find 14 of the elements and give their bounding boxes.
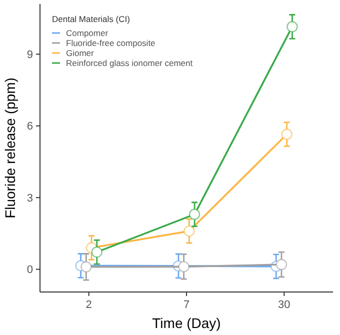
- y-tick-label: 0: [26, 264, 33, 276]
- y-tick-label: 6: [26, 120, 33, 133]
- legend-title: Dental Materials (CI): [52, 14, 130, 24]
- legend-label: Reinforced glass ionomer cement: [66, 58, 194, 68]
- legend-label: Fluoride-free composite: [66, 38, 156, 48]
- y-tick-label: 9: [26, 49, 33, 62]
- x-axis-title: Time (Day): [152, 315, 221, 331]
- y-tick-label: 3: [26, 192, 33, 204]
- x-tick-label: 30: [278, 299, 290, 311]
- y-axis-title: Fluoride release (ppm): [2, 78, 18, 218]
- legend-label: Giomer: [66, 48, 94, 58]
- x-tick-label: 7: [183, 299, 190, 311]
- x-tick-label: 2: [86, 299, 92, 311]
- legend-label: Compomer: [66, 28, 108, 38]
